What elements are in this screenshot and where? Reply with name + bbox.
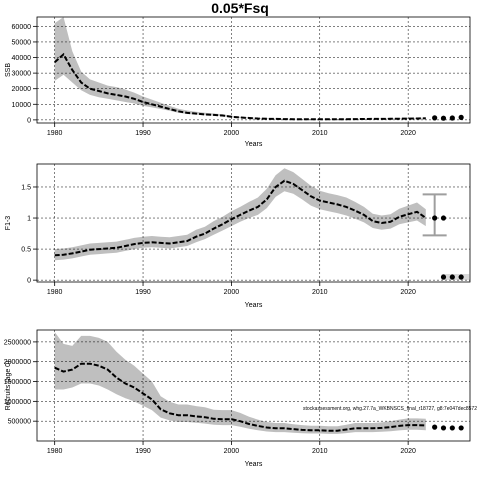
forecast-point (449, 115, 455, 121)
plot-frame (36, 329, 471, 442)
y-tick-label: 60000 (12, 24, 32, 31)
forecast-point (458, 114, 464, 120)
y-tick-label: 2500000 (4, 339, 31, 346)
y-tick-label: 0 (27, 117, 31, 124)
x-axis-label: Years (245, 461, 263, 468)
forecast-point (432, 115, 438, 121)
ssb-panel: 1980 1990 2000 2010 2020 0 10000 20000 30000 4000… (5, 16, 471, 148)
estimate-line (54, 179, 427, 257)
forecast-point (449, 274, 455, 280)
forecast-point (432, 215, 438, 221)
x-tick-label: 2010 (312, 448, 328, 455)
plot-frame (36, 16, 471, 124)
x-tick-label: 2000 (224, 448, 240, 455)
y-tick-label: 50000 (12, 39, 32, 46)
x-tick-label: 2000 (224, 130, 240, 137)
forecast-point (458, 425, 464, 431)
x-tick-label: 2000 (224, 289, 240, 296)
y-tick-label: 0 (27, 278, 31, 285)
forecast-point (458, 274, 464, 280)
x-tick-label: 1980 (47, 448, 63, 455)
x-tick-label: 1990 (135, 130, 151, 137)
forecast-point (432, 424, 438, 430)
chart-title: 0.05*Fsq (211, 0, 269, 16)
recruitment-panel: 1980 1990 2000 2010 2020 500000 1000000 1500000… (4, 329, 471, 468)
x-tick-label: 1990 (135, 289, 151, 296)
y-axis-label: F1-3 (5, 216, 12, 231)
forecast-band (441, 274, 470, 281)
y-tick-label: 40000 (12, 55, 32, 62)
y-tick-label: 10000 (12, 102, 32, 109)
x-tick-label: 1990 (135, 448, 151, 455)
x-tick-label: 1980 (47, 130, 63, 137)
y-tick-label: 30000 (12, 71, 32, 78)
x-tick-label: 2020 (400, 448, 416, 455)
x-axis-label: Years (245, 141, 263, 148)
x-tick-label: 2010 (312, 130, 328, 137)
estimate-line (54, 362, 426, 432)
forecast-point (440, 115, 447, 121)
y-tick-label: 1000000 (4, 399, 31, 406)
x-tick-label: 1980 (47, 289, 63, 296)
forecast-point (440, 274, 447, 280)
y-axis-label: SSB (5, 63, 12, 77)
y-tick-label: 0.5 (21, 247, 31, 254)
forecast-point (449, 425, 455, 431)
y-tick-label: 1.5 (21, 184, 31, 191)
watermark-text: stockassessment.org, whg.27.7a_WKBNSCS_f… (303, 406, 477, 412)
x-tick-label: 2020 (400, 130, 416, 137)
y-tick-label: 1500000 (4, 379, 31, 386)
x-axis-label: Years (245, 302, 263, 309)
confidence-band (54, 332, 426, 434)
fishing-mortality-panel: 1980 1990 2000 2010 2020 0 0.5 1 1.5 Years F1-3 (5, 163, 471, 309)
y-axis-label: Recruits (age 0) (5, 361, 12, 411)
estimate-line (54, 52, 426, 121)
y-tick-label: 20000 (12, 86, 32, 93)
y-tick-label: 1 (27, 216, 31, 223)
forecast-point (440, 215, 447, 221)
y-tick-label: 500000 (8, 419, 31, 426)
y-tick-label: 2000000 (4, 359, 31, 366)
forecast-point (440, 425, 447, 431)
plot-frame (36, 163, 471, 283)
x-tick-label: 2020 (400, 289, 416, 296)
x-tick-label: 2010 (312, 289, 328, 296)
